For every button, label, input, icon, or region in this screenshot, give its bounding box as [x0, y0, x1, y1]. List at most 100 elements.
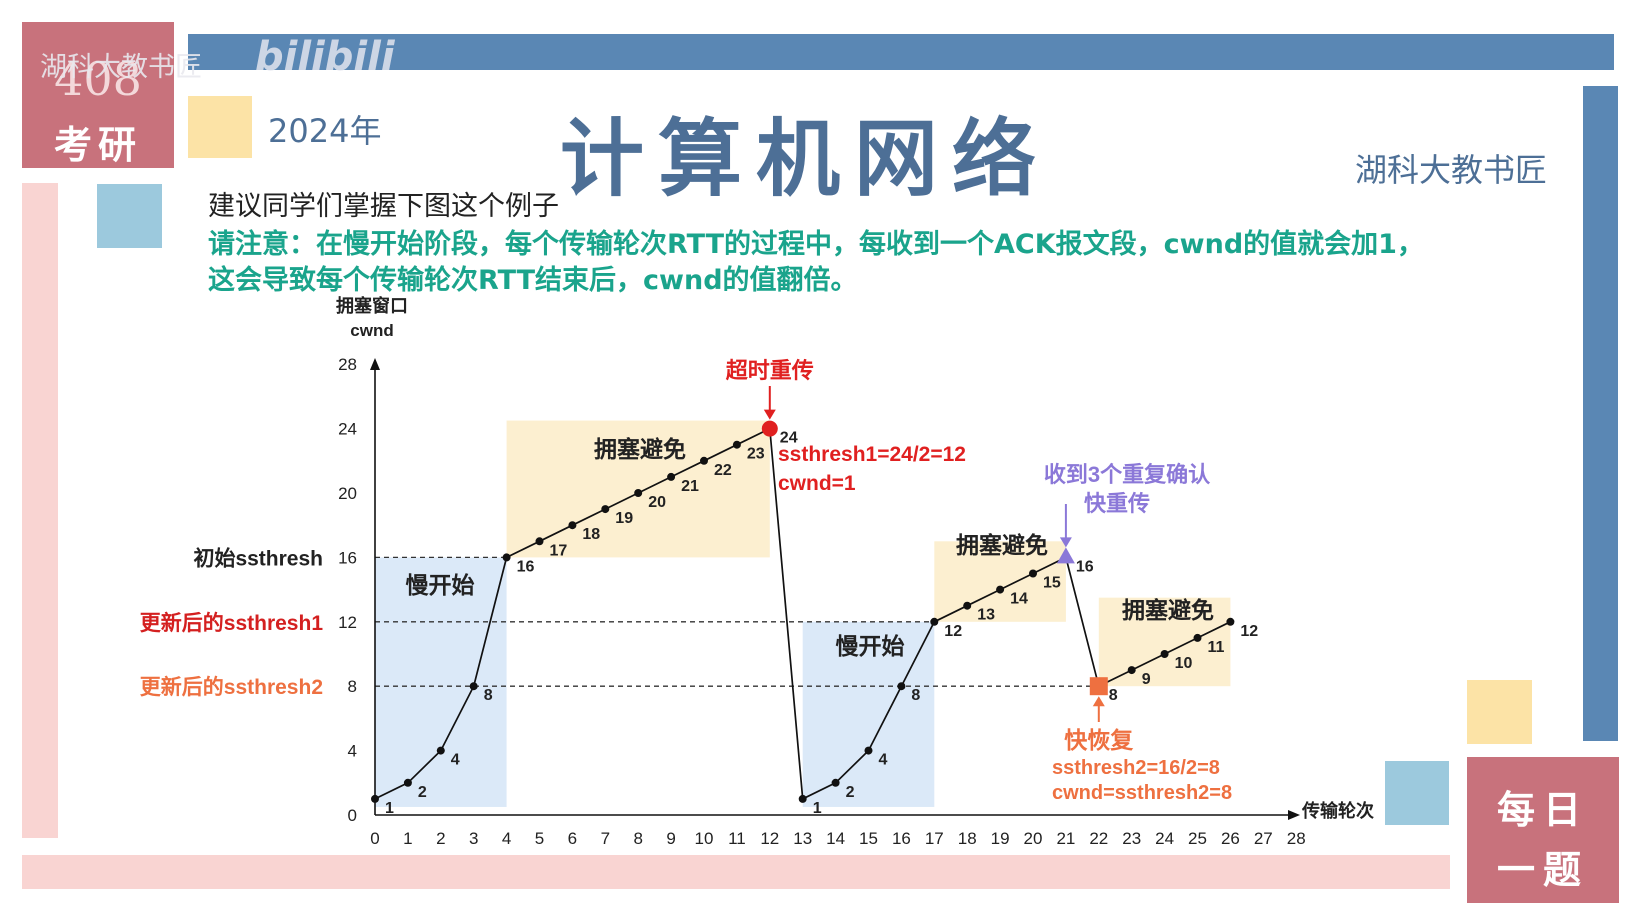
data-point-10 [700, 456, 708, 465]
data-label-25: 11 [1208, 639, 1225, 656]
data-label-1: 2 [418, 784, 427, 801]
region-label-1: 拥塞避免 [594, 436, 686, 462]
x-tick-label-9: 9 [666, 829, 675, 848]
data-point-2 [436, 746, 445, 755]
data-point-24 [1160, 650, 1169, 658]
data-label-21: 16 [1076, 558, 1094, 575]
data-point-8 [634, 489, 643, 497]
data-label-2: 4 [451, 752, 460, 769]
badge-line-2: 一题 [1496, 848, 1589, 892]
x-tick-label-25: 25 [1188, 829, 1207, 848]
data-point-13 [798, 794, 807, 803]
author-label: 湖科大教书匠 [1355, 151, 1548, 189]
x-tick-label-26: 26 [1221, 829, 1240, 848]
timeout-marker [761, 420, 778, 437]
x-tick-label-19: 19 [991, 829, 1010, 848]
dup-ack-marker [1056, 547, 1075, 564]
timeout-title: 超时重传 [726, 358, 814, 383]
note-line-2: 这会导致每个传输轮次RTT结束后，cwnd的值翻倍。 [208, 265, 858, 296]
data-label-3: 8 [484, 687, 493, 704]
blue-square-bottom-right [1385, 761, 1449, 825]
data-point-17 [930, 617, 939, 626]
badge-408-kaoyan: 408 考研 [22, 22, 174, 168]
data-point-9 [667, 472, 676, 481]
data-label-18: 13 [977, 607, 995, 624]
note-line-1: 请注意：在慢开始阶段，每个传输轮次RTT的过程中，每收到一个ACK报文段，cwn… [208, 229, 1424, 260]
data-label-26: 12 [1240, 623, 1258, 640]
fast-recovery-arrowhead [1092, 696, 1105, 707]
x-tick-label-15: 15 [859, 829, 878, 848]
data-point-14 [831, 778, 840, 787]
y-tick-label-8: 8 [348, 677, 357, 696]
data-point-3 [469, 682, 478, 691]
x-axis-arrow [1288, 810, 1300, 820]
data-point-15 [864, 746, 873, 755]
watermark-platform-logo: bilibili [255, 34, 395, 80]
x-tick-label-8: 8 [633, 829, 642, 848]
threshold-label-2: 更新后的ssthresh2 [140, 675, 323, 699]
region-slow-start-2 [802, 621, 935, 807]
fast-recovery-title: 快恢复 [1064, 727, 1134, 753]
y-tick-label-28: 28 [338, 355, 357, 374]
data-label-19: 14 [1010, 591, 1028, 608]
x-tick-label-28: 28 [1287, 829, 1306, 848]
x-tick-label-12: 12 [760, 829, 779, 848]
x-tick-label-11: 11 [728, 829, 746, 848]
badge-line-1: 每日 [1496, 788, 1589, 832]
region-slow-start-0 [375, 557, 507, 807]
bottom-pink-bar [22, 855, 1450, 889]
data-point-25 [1193, 633, 1202, 642]
x-tick-label-20: 20 [1024, 829, 1043, 848]
x-tick-label-3: 3 [469, 829, 478, 848]
data-label-7: 19 [615, 510, 633, 527]
data-label-24: 10 [1175, 655, 1193, 672]
x-tick-label-10: 10 [695, 829, 714, 848]
data-point-7 [601, 505, 610, 514]
fast-recovery-marker [1089, 677, 1108, 696]
y-tick-label-12: 12 [338, 613, 357, 632]
x-tick-label-4: 4 [502, 829, 511, 848]
data-point-1 [403, 778, 412, 787]
x-tick-label-14: 14 [826, 829, 845, 848]
region-congestion-avoid-1 [506, 420, 770, 558]
x-tick-label-2: 2 [436, 829, 445, 848]
badge-daily-question: 每日 一题 [1467, 757, 1619, 903]
x-tick-label-22: 22 [1089, 829, 1108, 848]
y-tick-label-20: 20 [338, 484, 357, 503]
threshold-label-0: 初始ssthresh [193, 546, 323, 570]
fast-recovery-detail-2: cwnd=ssthresh2=8 [1052, 782, 1232, 804]
fast-recovery-detail-1: ssthresh2=16/2=8 [1052, 757, 1220, 779]
data-point-4 [502, 553, 511, 562]
yellow-square-top [188, 96, 252, 158]
data-point-11 [732, 440, 741, 449]
y-axis-title: 拥塞窗口 [336, 295, 408, 316]
region-label-4: 拥塞避免 [1122, 597, 1214, 623]
data-label-4: 16 [517, 558, 535, 575]
y-axis-title-unit: cwnd [350, 321, 393, 340]
x-tick-label-7: 7 [601, 829, 610, 848]
dup-ack-line-2: 快重传 [1084, 491, 1150, 516]
data-label-12: 24 [780, 430, 798, 447]
x-tick-label-0: 0 [370, 829, 379, 848]
left-pink-bar [22, 183, 58, 838]
timeout-detail-1: ssthresh1=24/2=12 [778, 443, 966, 466]
data-label-13: 1 [813, 800, 822, 817]
data-label-14: 2 [846, 784, 855, 801]
data-label-0: 1 [385, 800, 394, 817]
region-label-2: 慢开始 [836, 633, 905, 659]
x-tick-label-18: 18 [958, 829, 977, 848]
top-accent-bar [188, 34, 1614, 70]
watermark-channel: 湖科大教书匠 [40, 52, 202, 83]
data-label-17: 12 [944, 623, 962, 640]
data-label-9: 21 [681, 478, 699, 495]
data-label-11: 23 [747, 446, 765, 463]
intro-line: 建议同学们掌握下图这个例子 [208, 191, 559, 222]
data-point-20 [1029, 569, 1037, 578]
data-label-20: 15 [1043, 575, 1061, 592]
data-label-23: 9 [1142, 671, 1151, 688]
y-axis-arrow [370, 358, 380, 370]
page-title: 计算机网络 [560, 109, 1051, 208]
timeout-detail-2: cwnd=1 [778, 472, 856, 495]
x-tick-label-6: 6 [568, 829, 577, 848]
